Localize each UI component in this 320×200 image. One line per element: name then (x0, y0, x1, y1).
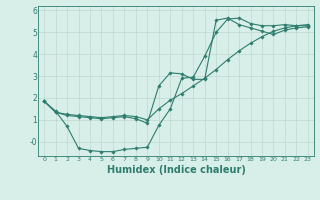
X-axis label: Humidex (Indice chaleur): Humidex (Indice chaleur) (107, 165, 245, 175)
